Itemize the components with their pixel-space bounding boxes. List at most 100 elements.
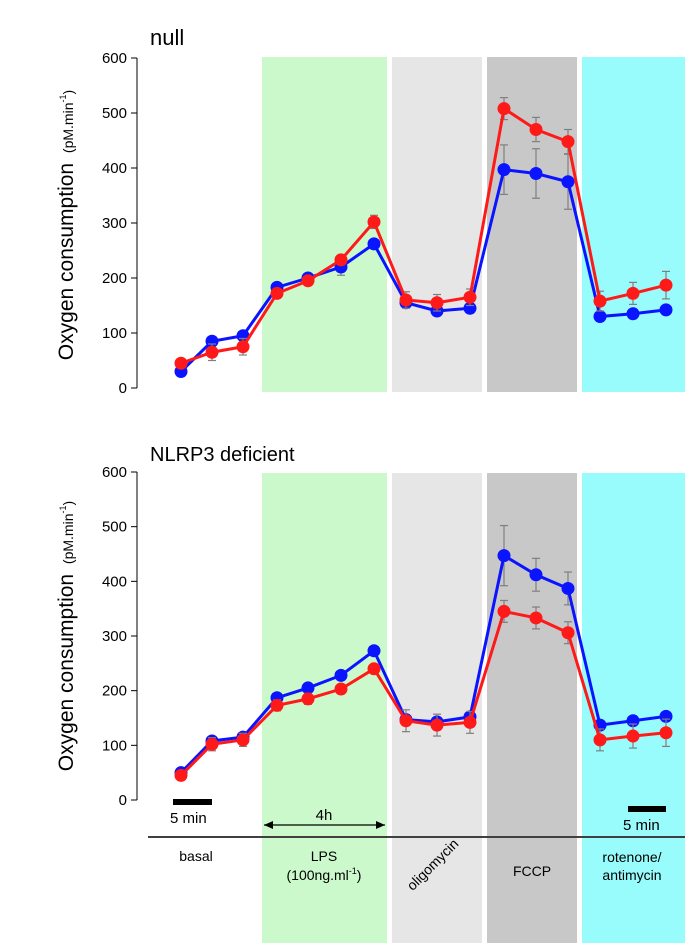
data-point-red [399,293,413,307]
y-tick-label: 500 [102,519,127,536]
data-point-red [561,135,575,149]
duration-arrow: 4h [264,807,385,829]
data-point-red [301,274,315,288]
data-point-blue [301,681,315,695]
data-point-red [174,356,188,370]
y-tick-label: 100 [102,737,127,754]
data-point-blue [334,668,348,682]
y-tick-label: 400 [102,573,127,590]
y-tick-label: 600 [102,50,127,67]
data-point-blue [561,581,575,595]
panel-title-nlrp3: NLRP3 deficient [150,444,295,466]
phase-bands [262,57,685,943]
data-point-red [430,296,444,310]
data-point-red [561,626,575,640]
y-axis-null: 0 100 200 300 400 500 600 [102,50,138,397]
data-point-blue [367,237,381,251]
data-point-red [626,286,640,300]
y-axis-unit: (pM.min [60,103,76,154]
series-line-red [180,106,667,365]
y-axis-title-nlrp3: Oxygen consumption (pM.min-1) [55,501,78,771]
data-point-blue [367,644,381,658]
y-tick-label: 400 [102,160,127,177]
band-fccp-bottom [487,473,577,836]
data-point-blue [561,175,575,189]
data-point-red [301,692,315,706]
y-axis-nlrp3: 0 100 200 300 400 500 600 [102,464,138,809]
data-point-red [593,294,607,308]
data-point-red [659,278,673,292]
svg-text:(100ng.ml-1): (100ng.ml-1) [287,866,362,883]
band-fccp-label [487,838,577,943]
data-point-blue [659,303,673,317]
y-tick-label: 300 [102,628,127,645]
data-point-blue [529,568,543,582]
y-axis-unit-sup: -1 [58,505,68,513]
band-oligomycin-bottom [392,473,482,836]
data-point-red [463,715,477,729]
data-point-red [497,102,511,116]
band-oligomycin-label [392,838,482,943]
svg-text:LPS: LPS [311,848,337,864]
data-point-red [399,714,413,728]
band-rotenone-antimycin-label [582,838,685,943]
y-axis-unit-close: ) [60,90,76,95]
duration-label: 4h [316,807,333,824]
series-line-red [179,609,667,777]
series-line-blue [179,553,667,774]
phase-label-rotenone-antimycin: rotenone/ antimycin [602,849,661,883]
phase-label-fccp: FCCP [513,863,551,879]
data-point-blue [497,549,511,563]
svg-text:rotenone/: rotenone/ [602,849,661,865]
data-point-red [430,718,444,732]
y-axis-unit: (pM.min [60,514,76,565]
y-axis-title-null: Oxygen consumption (pM.min-1) [55,90,78,360]
svg-text:Oxygen consumption (pM: Oxygen consumption (pM.min-1) [55,90,78,360]
phase-label-basal: basal [179,848,212,864]
data-point-red [270,286,284,300]
data-point-red [529,611,543,625]
band-rotenone-antimycin-top [582,57,685,392]
data-point-red [463,290,477,304]
y-axis-label-main: Oxygen consumption [55,163,78,360]
y-tick-label: 500 [102,105,127,122]
data-point-red [270,698,284,712]
plot-area-null [174,96,673,378]
data-point-red [205,737,219,751]
data-point-red [593,733,607,747]
plot-area-nlrp3 [174,524,673,782]
scale-bar-right-label: 5 min [623,817,660,834]
scale-bar-left-label: 5 min [170,810,207,827]
data-point-red [497,604,511,618]
y-tick-label: 300 [102,215,127,232]
data-point-red [205,345,219,359]
phase-label-lps: LPS (100ng.ml-1) [287,848,362,883]
panel-title-null: null [150,25,184,50]
y-axis-unit-close: ) [60,501,76,506]
series-line-blue [179,168,667,373]
y-axis-unit-sup: -1 [58,94,68,102]
data-point-blue [626,307,640,321]
data-point-red [367,215,381,229]
panel-null: null Oxygen consumption (pM.min-1) 0 100 2… [55,25,673,397]
data-point-red [236,733,250,747]
panel-nlrp3: NLRP3 deficient Oxygen consumption (pM.m… [55,444,673,809]
y-tick-label: 600 [102,464,127,481]
y-tick-label: 0 [119,380,127,397]
band-lps-top [262,57,387,392]
band-oligomycin-top [392,57,482,392]
y-tick-label: 100 [102,325,127,342]
svg-text:Oxygen consumption (pM: Oxygen consumption (pM.min-1) [55,501,78,771]
y-axis-label-main: Oxygen consumption [55,574,78,771]
data-point-red [334,682,348,696]
y-tick-label: 200 [102,683,127,700]
data-point-red [367,662,381,676]
data-point-red [626,729,640,743]
y-tick-label: 0 [119,792,127,809]
data-point-red [529,123,543,136]
data-point-red [334,253,348,267]
y-tick-label: 200 [102,270,127,287]
data-point-red [174,768,188,782]
data-point-red [659,726,673,740]
